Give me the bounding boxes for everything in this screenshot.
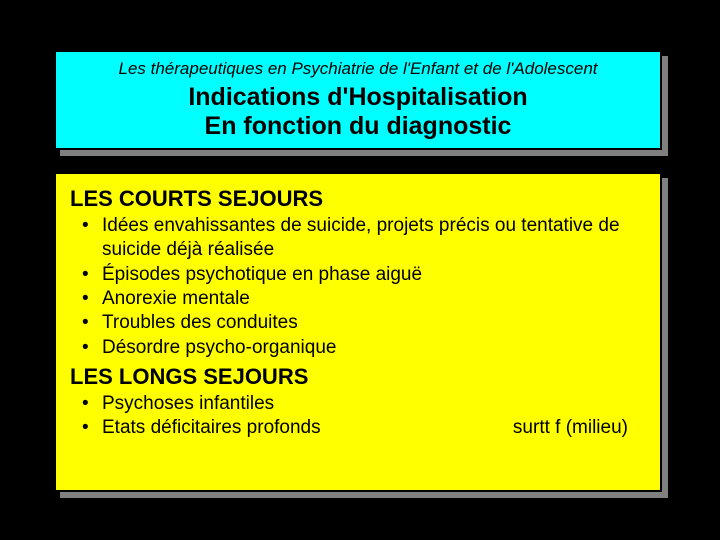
long-list: Psychoses infantiles Etats déficitaires … xyxy=(70,392,646,441)
content-box: LES COURTS SEJOURS Idées envahissantes d… xyxy=(54,172,662,492)
list-item: Psychoses infantiles xyxy=(70,392,646,416)
section-title-long: LES LONGS SEJOURS xyxy=(70,364,646,390)
supertitle: Les thérapeutiques en Psychiatrie de l'E… xyxy=(118,59,597,79)
section-title-short: LES COURTS SEJOURS xyxy=(70,186,646,212)
header-box: Les thérapeutiques en Psychiatrie de l'E… xyxy=(54,50,662,150)
title-line-2: En fonction du diagnostic xyxy=(205,112,512,140)
list-item: Anorexie mentale xyxy=(70,287,646,311)
annotation: surtt f (milieu) xyxy=(513,416,646,440)
list-item: Épisodes psychotique en phase aiguë xyxy=(70,263,646,287)
list-item: Idées envahissantes de suicide, projets … xyxy=(70,214,646,263)
short-list: Idées envahissantes de suicide, projets … xyxy=(70,214,646,360)
list-item: Troubles des conduites xyxy=(70,311,646,335)
list-item-text: Etats déficitaires profonds xyxy=(102,416,321,440)
title: Indications d'Hospitalisation En fonctio… xyxy=(188,83,527,141)
list-item: Désordre psycho-organique xyxy=(70,336,646,360)
list-item: Etats déficitaires profonds surtt f (mil… xyxy=(70,416,646,440)
title-line-1: Indications d'Hospitalisation xyxy=(188,83,527,111)
